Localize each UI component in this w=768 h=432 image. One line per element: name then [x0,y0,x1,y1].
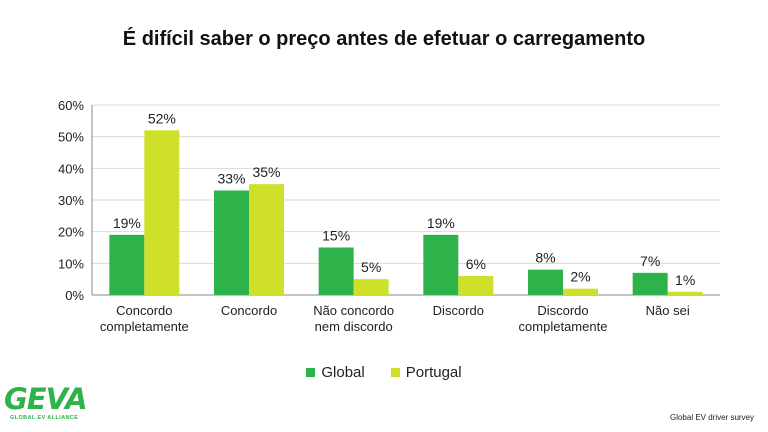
data-label: 1% [675,272,695,288]
bar-portugal-5 [667,291,703,295]
x-tick-label: Concordo [221,303,277,318]
x-tick-label: completamente [519,319,608,334]
bar-global-1 [214,190,249,295]
data-label: 19% [113,215,141,231]
geva-logo: GEVA GLOBAL EV ALLIANCE [4,382,94,428]
x-tick-label: completamente [100,319,189,334]
data-label: 33% [217,171,245,187]
logo-subtitle: GLOBAL EV ALLIANCE [10,415,79,421]
bar-global-3 [423,234,459,295]
y-tick-label: 50% [58,130,84,145]
data-label: 6% [466,256,486,272]
bar-global-2 [318,247,354,295]
bar-global-5 [632,272,668,295]
data-label: 8% [535,250,555,266]
source-note: Global EV driver survey [669,413,754,422]
logo-wordmark: GEVA [4,382,88,416]
bar-portugal-4 [563,288,598,295]
data-label: 52% [148,110,176,126]
bar-global-0 [109,234,145,295]
y-tick-label: 40% [58,161,84,176]
data-label: 35% [252,164,280,180]
x-tick-label: Concordo [116,303,172,318]
bar-portugal-1 [249,184,284,295]
bar-chart: 0%10%20%30%40%50%60%19%52%Concordocomple… [58,98,720,334]
data-label: 7% [640,253,660,269]
chart-title: É difícil saber o preço antes de efetuar… [122,28,646,50]
legend-label-global: Global [321,364,365,381]
data-label: 19% [427,215,455,231]
legend-item-global: Global [306,364,365,381]
x-tick-label: nem discordo [315,319,393,334]
bar-portugal-3 [458,276,494,295]
legend: Global Portugal [0,364,768,381]
legend-item-portugal: Portugal [390,364,462,381]
y-tick-label: 60% [58,98,84,113]
data-label: 2% [570,269,590,285]
legend-label-portugal: Portugal [405,364,462,381]
x-tick-label: Discordo [537,303,588,318]
y-tick-label: 20% [58,225,84,240]
x-tick-label: Não sei [646,303,690,318]
y-tick-label: 10% [58,256,84,271]
x-tick-label: Discordo [433,303,484,318]
y-tick-label: 0% [65,288,84,303]
x-tick-label: Não concordo [313,303,394,318]
legend-swatch-global [306,368,316,377]
bar-portugal-2 [353,279,389,295]
bar-global-4 [528,269,563,295]
data-label: 5% [361,259,381,275]
legend-swatch-portugal [390,368,400,377]
data-label: 15% [322,228,350,244]
bar-portugal-0 [144,130,180,295]
y-tick-label: 30% [58,193,84,208]
